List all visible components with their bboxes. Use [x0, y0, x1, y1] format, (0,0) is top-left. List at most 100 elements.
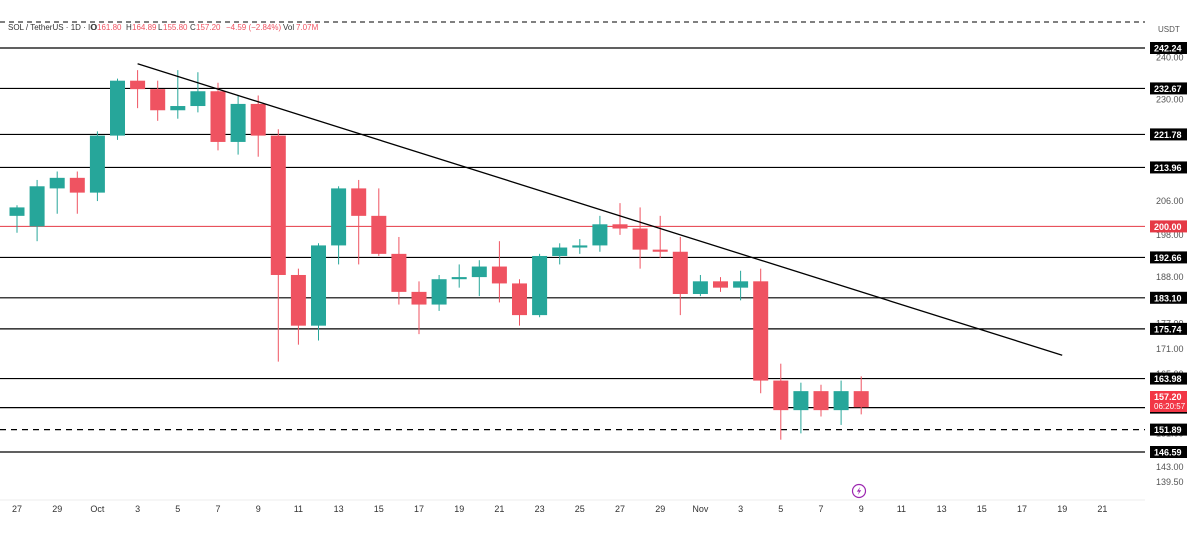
candle-body — [512, 283, 527, 316]
candle-body — [270, 135, 286, 275]
candle-body — [29, 186, 45, 227]
candle-body — [552, 247, 568, 256]
candle-body — [612, 224, 628, 229]
level-tag-label: 200.00 — [1154, 222, 1182, 232]
x-tick-label: Nov — [692, 504, 709, 514]
open-value: 161.80 — [97, 23, 122, 32]
candle — [331, 186, 347, 265]
candle-body — [491, 266, 507, 284]
candle — [532, 253, 548, 318]
x-tick-label: 19 — [1057, 504, 1067, 514]
level-tag-bg — [1150, 322, 1187, 335]
candle — [9, 205, 25, 233]
y-tick-label: 171.00 — [1156, 344, 1184, 354]
candle-body — [190, 91, 206, 107]
x-tick-label: 27 — [615, 504, 625, 514]
low-value: 155.80 — [163, 23, 188, 32]
y-axis: 139.50143.00151.00159.00165.00171.00177.… — [1156, 52, 1184, 486]
candle — [753, 268, 769, 394]
x-tick-label: 15 — [977, 504, 987, 514]
candle — [130, 70, 146, 109]
x-tick-label: Oct — [90, 504, 105, 514]
candle — [230, 95, 246, 155]
candle-body — [371, 215, 387, 254]
y-tick-label: 188.00 — [1156, 272, 1184, 282]
x-tick-label: 29 — [655, 504, 665, 514]
candle — [793, 382, 809, 434]
candle — [512, 279, 527, 326]
candle — [471, 260, 487, 297]
x-tick-label: 17 — [414, 504, 424, 514]
level-tag-bg — [1150, 423, 1187, 436]
candle-body — [733, 281, 749, 288]
level-tag-label: 232.67 — [1154, 84, 1182, 94]
candle — [411, 281, 427, 335]
y-tick-label: 198.00 — [1156, 230, 1184, 240]
candle-body — [592, 224, 608, 246]
candle — [371, 188, 387, 256]
lightning-bolt-icon[interactable] — [851, 483, 867, 499]
candle-body — [130, 80, 146, 90]
candles — [9, 70, 869, 440]
candle — [833, 380, 849, 425]
volume-label: Vol — [283, 23, 294, 32]
x-tick-label: 7 — [215, 504, 220, 514]
x-tick-label: 9 — [859, 504, 864, 514]
level-tag-bg — [1150, 128, 1187, 141]
candle-body — [632, 228, 648, 250]
x-tick-label: 21 — [494, 504, 504, 514]
x-tick-label: 3 — [135, 504, 140, 514]
candle — [110, 78, 125, 140]
level-tag-label: 163.98 — [1154, 374, 1182, 384]
candle-body — [471, 266, 487, 278]
level-tag-bg — [1150, 42, 1187, 54]
last-price-tag: 157.20 06:20:57 — [1150, 391, 1187, 412]
close-value: 157.20 — [196, 23, 221, 32]
candle-body — [110, 80, 125, 136]
candle-body — [311, 245, 326, 326]
candle-body — [9, 207, 25, 216]
candle — [150, 80, 166, 121]
candle — [29, 179, 45, 242]
x-tick-label: 27 — [12, 504, 22, 514]
candle — [270, 129, 286, 362]
last-price-bg — [1150, 391, 1187, 412]
candle — [170, 70, 186, 119]
x-tick-label: 9 — [256, 504, 261, 514]
candle-body — [753, 281, 769, 381]
x-tick-label: 15 — [374, 504, 384, 514]
candle-body — [210, 91, 226, 142]
candle-body — [793, 391, 809, 411]
x-tick-label: 17 — [1017, 504, 1027, 514]
level-tag-label: 175.74 — [1154, 324, 1182, 334]
countdown-value: 06:20:57 — [1154, 402, 1186, 411]
level-tag-bg — [1150, 251, 1187, 264]
candle — [632, 207, 648, 269]
level-tag-label: 146.59 — [1154, 448, 1182, 458]
candle — [290, 268, 306, 345]
candle-body — [230, 103, 246, 142]
candle-body — [351, 188, 367, 216]
level-tag-bg — [1150, 220, 1187, 233]
candle — [692, 274, 708, 297]
candle-body — [813, 391, 829, 411]
candle-body — [250, 103, 266, 136]
candle — [733, 270, 749, 301]
level-tag-bg — [1150, 161, 1187, 174]
close-label: C — [190, 23, 196, 32]
y-tick-label: 139.50 — [1156, 477, 1184, 487]
candle — [672, 236, 688, 316]
level-tag-label: 242.24 — [1154, 44, 1182, 54]
x-tick-label: 21 — [1097, 504, 1107, 514]
change-value: −4.59 (−2.84%) — [226, 23, 281, 32]
candle-body — [49, 177, 65, 189]
level-tags: 242.24 232.67 221.78 213.96 200.00 192.66 183.… — [1150, 42, 1187, 458]
levels — [0, 47, 1145, 453]
candle — [391, 236, 407, 305]
x-tick-label: 13 — [937, 504, 947, 514]
candle-body — [652, 249, 668, 252]
candle — [491, 241, 507, 303]
candle — [69, 171, 85, 214]
candle — [311, 243, 326, 341]
